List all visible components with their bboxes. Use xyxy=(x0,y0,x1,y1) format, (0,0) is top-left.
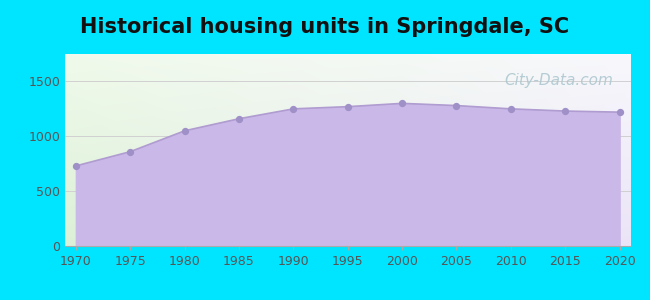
Point xyxy=(506,106,516,111)
Text: Historical housing units in Springdale, SC: Historical housing units in Springdale, … xyxy=(81,17,569,37)
Point xyxy=(288,106,298,111)
Point xyxy=(234,116,244,121)
Point xyxy=(560,109,571,113)
Point xyxy=(451,103,462,108)
Point xyxy=(179,128,190,133)
Text: City-Data.com: City-Data.com xyxy=(504,73,614,88)
Point xyxy=(397,101,408,106)
Point xyxy=(125,149,135,154)
Point xyxy=(71,164,81,168)
Point xyxy=(614,110,625,115)
Point xyxy=(343,104,353,109)
